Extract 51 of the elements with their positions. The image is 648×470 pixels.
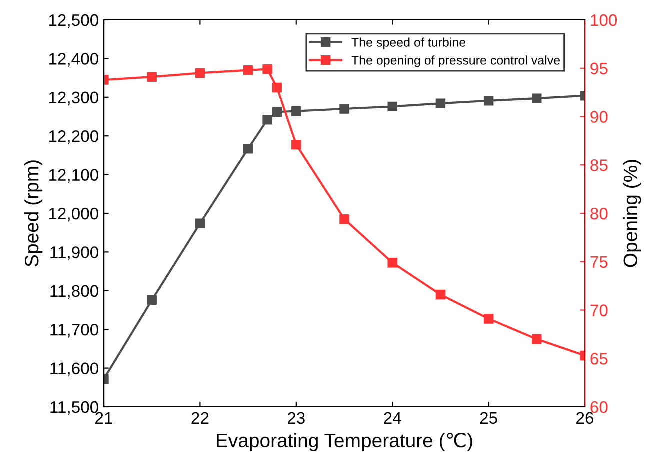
y-axis-title: Speed (rpm) (24, 160, 43, 267)
y2-axis-title: Opening (%) (623, 160, 642, 268)
point (262, 114, 272, 125)
point (195, 218, 206, 228)
x-tick-label: 25 (480, 412, 498, 424)
point (340, 214, 350, 224)
point (243, 144, 254, 154)
y-tick-label: 12,300 (49, 92, 98, 106)
y-tick-label: 12,400 (49, 53, 98, 67)
point (243, 65, 254, 76)
point (195, 68, 206, 78)
point (272, 107, 282, 117)
point (436, 98, 446, 108)
point (532, 94, 542, 104)
y-tick-label: 11,700 (50, 324, 98, 338)
y2-tick-label: 75 (590, 256, 608, 268)
point (292, 140, 302, 150)
point (484, 314, 494, 324)
y-tick-label: 12,000 (49, 208, 98, 222)
x-tick-label: 26 (576, 412, 594, 424)
point (147, 295, 157, 306)
point (147, 72, 157, 82)
y-tick-label: 11,900 (50, 246, 98, 260)
y-tick-label: 12,200 (49, 130, 98, 144)
y2-tick-label: 70 (590, 304, 608, 316)
legend-label: The opening of pressure control valve (352, 56, 560, 68)
point (436, 290, 446, 300)
x-tick-label: 22 (192, 412, 209, 424)
y2-tick-label: 90 (590, 111, 608, 123)
x-axis-title: Evaporating Temperature (℃) (217, 432, 472, 452)
y-tick-label: 11,600 (50, 362, 98, 376)
y2-tick-label: 85 (590, 160, 608, 172)
y-tick-label: 12,100 (49, 169, 98, 183)
y2-tick-label: 80 (590, 208, 608, 220)
point (340, 104, 350, 114)
point (388, 258, 398, 268)
y2-tick-label: 95 (590, 62, 608, 75)
point (272, 82, 282, 93)
y-tick-label: 11,800 (50, 285, 98, 300)
x-tick-label: 24 (384, 412, 402, 424)
point (388, 102, 398, 112)
y2-tick-label: 60 (590, 401, 608, 414)
point (292, 106, 302, 116)
point (262, 64, 272, 74)
x-tick-label: 23 (288, 412, 305, 424)
point (532, 334, 542, 344)
y-tick-label: 12,500 (49, 14, 98, 28)
legend-label: The speed of turbine (352, 38, 466, 50)
y2-tick-label: 100 (591, 14, 618, 26)
point (484, 96, 494, 106)
y2-tick-label: 65 (590, 353, 608, 365)
